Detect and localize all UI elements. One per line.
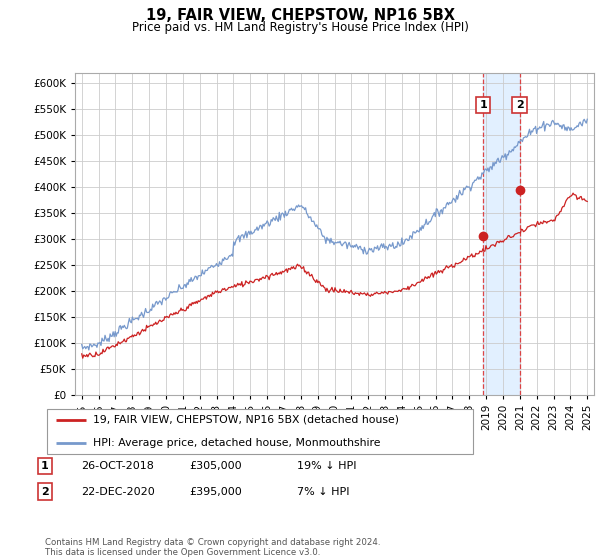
Text: £395,000: £395,000 bbox=[189, 487, 242, 497]
Text: 19, FAIR VIEW, CHEPSTOW, NP16 5BX (detached house): 19, FAIR VIEW, CHEPSTOW, NP16 5BX (detac… bbox=[92, 414, 398, 424]
Text: £305,000: £305,000 bbox=[189, 461, 242, 471]
Text: 26-OCT-2018: 26-OCT-2018 bbox=[81, 461, 154, 471]
Text: Price paid vs. HM Land Registry's House Price Index (HPI): Price paid vs. HM Land Registry's House … bbox=[131, 21, 469, 34]
Text: 1: 1 bbox=[41, 461, 49, 471]
Text: HPI: Average price, detached house, Monmouthshire: HPI: Average price, detached house, Monm… bbox=[92, 438, 380, 448]
Text: 19, FAIR VIEW, CHEPSTOW, NP16 5BX: 19, FAIR VIEW, CHEPSTOW, NP16 5BX bbox=[146, 8, 455, 24]
FancyBboxPatch shape bbox=[47, 409, 473, 454]
Text: 1: 1 bbox=[479, 100, 487, 110]
Text: 7% ↓ HPI: 7% ↓ HPI bbox=[297, 487, 349, 497]
Bar bbox=[483, 73, 520, 395]
Text: 19% ↓ HPI: 19% ↓ HPI bbox=[297, 461, 356, 471]
Text: Contains HM Land Registry data © Crown copyright and database right 2024.
This d: Contains HM Land Registry data © Crown c… bbox=[45, 538, 380, 557]
Text: 22-DEC-2020: 22-DEC-2020 bbox=[81, 487, 155, 497]
Text: 2: 2 bbox=[41, 487, 49, 497]
Text: 2: 2 bbox=[515, 100, 523, 110]
